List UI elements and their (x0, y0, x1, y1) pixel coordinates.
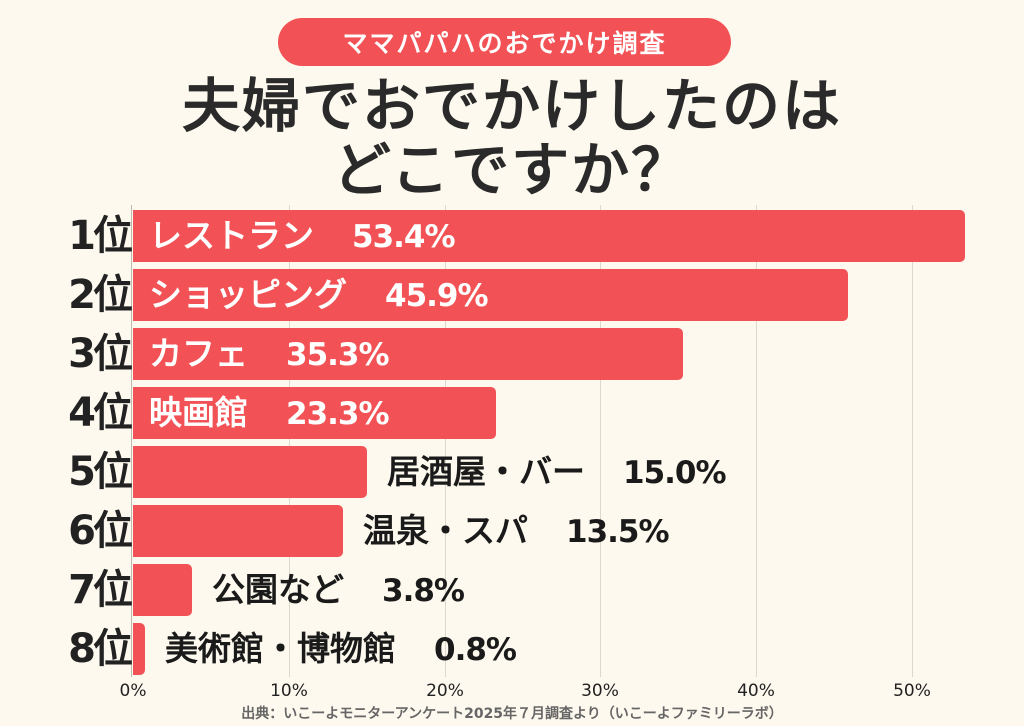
bar-label: 映画館 23.3% (149, 387, 390, 439)
x-tick-label: 10% (270, 681, 308, 701)
category-name: 美術館・博物館 (165, 629, 396, 668)
value-label: 45.9% (385, 278, 489, 314)
bar (133, 446, 367, 498)
bar (133, 505, 343, 557)
rank-label: 3位 (68, 331, 133, 377)
rank-label: 8位 (68, 626, 133, 672)
rank-label: 7位 (68, 567, 133, 613)
rank-label: 4位 (68, 390, 133, 436)
rank-label: 6位 (68, 508, 133, 554)
category-name: 居酒屋・バー (387, 452, 585, 491)
x-tick-label: 30% (581, 681, 619, 701)
x-tick-label: 0% (119, 681, 147, 701)
chart-title-line2: どこですか？ (332, 136, 692, 204)
value-label: 15.0% (623, 455, 727, 491)
category-name: 映画館 (149, 393, 248, 432)
gridline (912, 205, 913, 677)
value-label: 53.4% (352, 219, 456, 255)
bar-label: ショッピング 45.9% (149, 269, 489, 321)
bar (133, 387, 496, 439)
value-label: 13.5% (566, 514, 670, 550)
gridline (289, 205, 290, 677)
category-name: レストラン (149, 216, 314, 255)
bar (133, 210, 965, 262)
rank-label: 5位 (68, 449, 133, 495)
value-label: 23.3% (286, 396, 390, 432)
category-name: 温泉・スパ (363, 511, 528, 550)
rank-label: 1位 (68, 213, 133, 259)
bar-label: 居酒屋・バー 15.0% (387, 446, 727, 498)
gridline (600, 205, 601, 677)
bar-label: 美術館・博物館 0.8% (165, 623, 517, 675)
bar-label: 公園など 3.8% (212, 564, 465, 616)
rank-label: 2位 (68, 272, 133, 318)
value-label: 3.8% (382, 573, 465, 609)
bar (133, 623, 145, 675)
chart-title-line1: 夫婦でおでかけしたのは (181, 72, 842, 140)
chart-title: 夫婦でおでかけしたのは どこですか？ (0, 74, 1024, 202)
bar (133, 269, 848, 321)
value-label: 0.8% (434, 632, 517, 668)
x-tick-label: 40% (737, 681, 775, 701)
source-note: 出典：いこーよモニターアンケート2025年７月調査より（いこーよファミリーラボ） (241, 706, 783, 722)
bar-label: カフェ 35.3% (149, 328, 390, 380)
category-name: 公園など (212, 570, 344, 609)
bar (133, 328, 683, 380)
gridline (445, 205, 446, 677)
value-label: 35.3% (286, 337, 390, 373)
category-name: ショッピング (149, 275, 347, 314)
gridline (756, 205, 757, 677)
x-tick-label: 50% (893, 681, 931, 701)
y-axis-line (131, 205, 132, 677)
survey-badge-text: ママパパハのおでかけ調査 (342, 29, 667, 58)
x-tick-label: 20% (426, 681, 464, 701)
bar-label: レストラン 53.4% (149, 210, 456, 262)
bar-label: 温泉・スパ 13.5% (363, 505, 670, 557)
category-name: カフェ (149, 334, 248, 373)
bar (133, 564, 192, 616)
survey-badge: ママパパハのおでかけ調査 (278, 18, 731, 66)
